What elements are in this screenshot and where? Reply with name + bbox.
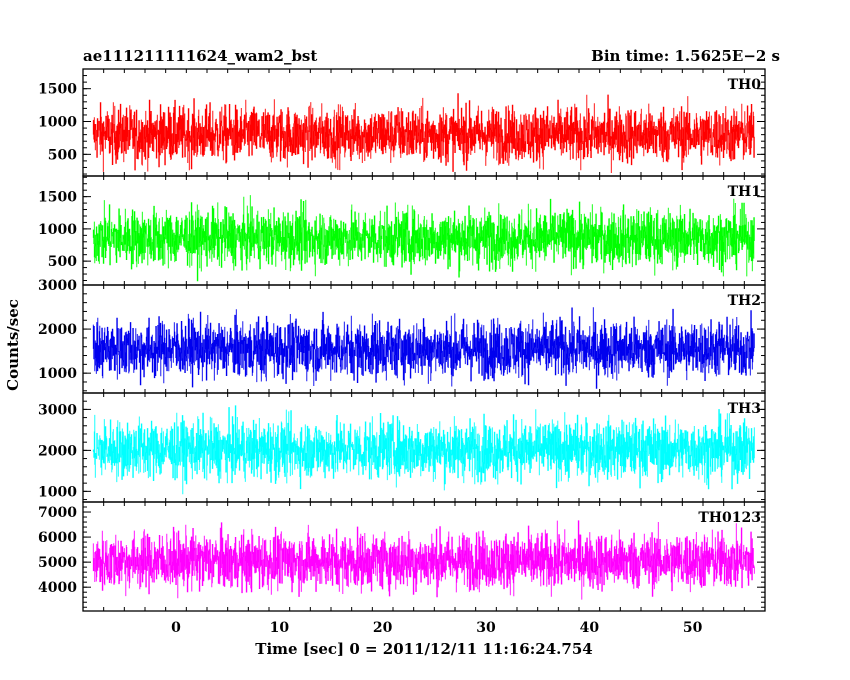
x-tick-label: 0 (171, 620, 181, 636)
x-axis: 0 10 20 30 40 50 (171, 620, 703, 636)
panel-label-th0123: TH0123 (698, 510, 761, 526)
x-tick-label: 40 (580, 620, 600, 636)
panels-group: 500 1000 1500 TH0 500 1000 1500 TH1 1000 2000 3000… (38, 68, 766, 612)
panel-th2: 1000 2000 3000 TH2 (38, 278, 766, 394)
y-tick-label: 1000 (38, 222, 77, 238)
series-line-th0 (92, 93, 755, 173)
series-line-th1 (92, 195, 755, 282)
x-tick-label: 20 (373, 620, 393, 636)
x-tick-label: 50 (683, 620, 703, 636)
y-tick-label: 500 (48, 147, 77, 163)
x-tick-label: 30 (476, 620, 496, 636)
y-tick-label: 2000 (38, 322, 77, 338)
chart-title-right: Bin time: 1.5625E−2 s (591, 47, 780, 65)
y-tick-label: 1500 (38, 82, 77, 98)
series-line-th3 (92, 405, 755, 495)
panel-label-th3: TH3 (728, 401, 761, 417)
series-line-th2 (92, 307, 755, 389)
panel-th3: 1000 2000 3000 TH3 (38, 392, 766, 503)
y-tick-label: 3000 (38, 278, 77, 294)
y-tick-label: 1000 (38, 366, 77, 382)
panel-label-th0: TH0 (728, 77, 762, 93)
chart-title-left: ae111211111624_wam2_bst (83, 47, 317, 65)
series-line-th0123 (92, 520, 755, 600)
y-tick-label: 5000 (38, 555, 77, 571)
y-tick-label: 3000 (38, 402, 77, 418)
y-tick-label: 7000 (38, 505, 77, 521)
panel-th0123: 4000 5000 6000 7000 TH0123 (38, 501, 766, 612)
y-axis-label: Counts/sec (4, 299, 22, 391)
panel-label-th1: TH1 (728, 184, 761, 200)
y-tick-label: 1000 (38, 115, 77, 131)
panel-th0: 500 1000 1500 TH0 (38, 68, 766, 177)
panel-th1: 500 1000 1500 TH1 (38, 175, 766, 286)
panel-frame (82, 501, 766, 612)
y-tick-label: 4000 (38, 580, 77, 596)
y-tick-label: 1000 (38, 484, 77, 500)
y-tick-label: 6000 (38, 530, 77, 546)
x-tick-label: 10 (270, 620, 290, 636)
x-axis-label: Time [sec] 0 = 2011/12/11 11:16:24.754 (255, 640, 592, 658)
panel-label-th2: TH2 (728, 293, 761, 309)
y-tick-label: 500 (48, 254, 77, 270)
y-tick-label: 2000 (38, 443, 77, 459)
y-tick-label: 1500 (38, 190, 77, 206)
